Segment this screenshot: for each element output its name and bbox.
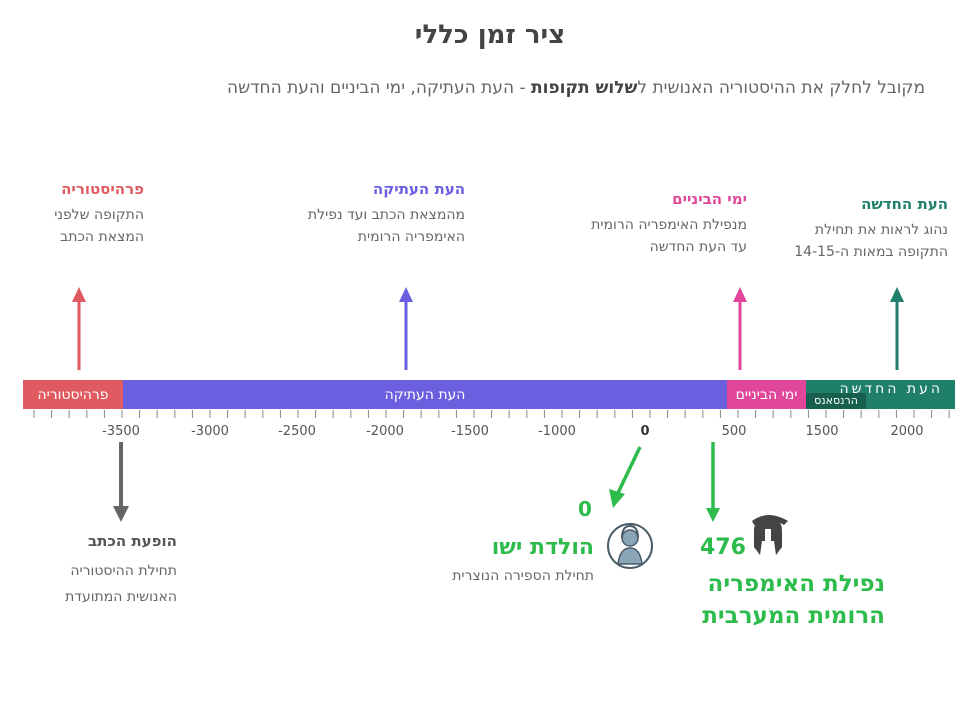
era-modern: העת החדשה נהוג לראות את תחילת התקופה במא… [794, 195, 948, 263]
era-antiquity-line: מהמצאת הכתב ועד נפילת [307, 207, 465, 223]
tick-label: -2500 [278, 424, 316, 439]
jesus-subtitle: תחילת הספירה הנוצרית [452, 568, 594, 584]
era-antiquity: העת העתיקה מהמצאת הכתב ועד נפילת האימפרי… [308, 180, 465, 248]
arrow-head-writing [113, 506, 129, 522]
jesus-title: הולדת ישו [491, 535, 594, 560]
writing-line: תחילת ההיסטוריה [70, 563, 177, 579]
era-modern-line: נהוג לראות את תחילת [814, 222, 948, 238]
roman-helmet-icon [752, 515, 788, 555]
writing-title: הופעת הכתב [88, 532, 177, 550]
jesus-portrait-icon [607, 523, 653, 569]
tick-label: -2000 [366, 424, 404, 439]
era-modern-line: התקופה במאות ה-14-15 [794, 244, 948, 260]
era-modern-title: העת החדשה [861, 195, 948, 213]
rome-fall-line: נפילת האימפריה [707, 571, 885, 597]
page-title: ציר זמן כללי [414, 20, 566, 50]
era-middle-ages-title: ימי הביניים [672, 190, 747, 208]
era-middle-ages-line: מנפילת האימפריה הרומית [591, 217, 747, 233]
tick-label: 1500 [805, 424, 839, 439]
era-antiquity-line: האימפריה הרומית [357, 229, 465, 245]
arrow-down-jesus [615, 446, 642, 496]
arrow-head-middle-ages [733, 287, 747, 302]
bar-prehistory: פרהיסטוריה [23, 380, 123, 409]
tick-label-zero: 0 [640, 424, 650, 439]
era-prehistory-line: התקופה שלפני [54, 207, 144, 223]
bar-renaissance: הרנסאנס [806, 393, 866, 409]
arrow-head-antiquity [399, 287, 413, 302]
era-middle-ages: ימי הביניים מנפילת האימפריה הרומית עד הע… [591, 190, 747, 258]
writing-line: האנושית המתועדת [65, 589, 177, 605]
subtitle: מקובל לחלק את ההיסטוריה האנושית לשלוש תק… [227, 78, 925, 98]
era-middle-ages-line: עד העת החדשה [649, 239, 747, 255]
tick-label: -3000 [191, 424, 229, 439]
arrow-head-rome [706, 508, 720, 522]
arrow-head-prehistory [72, 287, 86, 302]
writing-event: הופעת הכתב תחילת ההיסטוריה האנושית המתוע… [65, 532, 177, 610]
arrow-head-modern [890, 287, 904, 302]
bar-modern: העת החדשה הרנסאנס [806, 380, 955, 409]
rome-year: 476 [700, 535, 746, 560]
bar-antiquity: העת העתיקה [123, 380, 727, 409]
tick-label: 500 [721, 424, 747, 439]
rome-fall-text: נפילת האימפריה הרומית המערבית [702, 568, 885, 632]
era-prehistory: פרהיסטוריה התקופה שלפני המצאת הכתב [54, 180, 144, 248]
tick-label: -3500 [102, 424, 140, 439]
era-prehistory-title: פרהיסטוריה [61, 180, 144, 198]
arrow-head-jesus [609, 489, 625, 508]
rome-fall-line: הרומית המערבית [702, 603, 885, 629]
jesus-year: 0 [578, 497, 592, 521]
ruler-ticks [33, 410, 950, 418]
era-antiquity-title: העת העתיקה [372, 180, 465, 198]
era-prehistory-line: המצאת הכתב [60, 229, 144, 245]
bar-middle-ages: ימי הביניים [727, 380, 806, 409]
tick-label: -1500 [451, 424, 489, 439]
tick-label: -1000 [538, 424, 576, 439]
tick-label: 2000 [890, 424, 924, 439]
